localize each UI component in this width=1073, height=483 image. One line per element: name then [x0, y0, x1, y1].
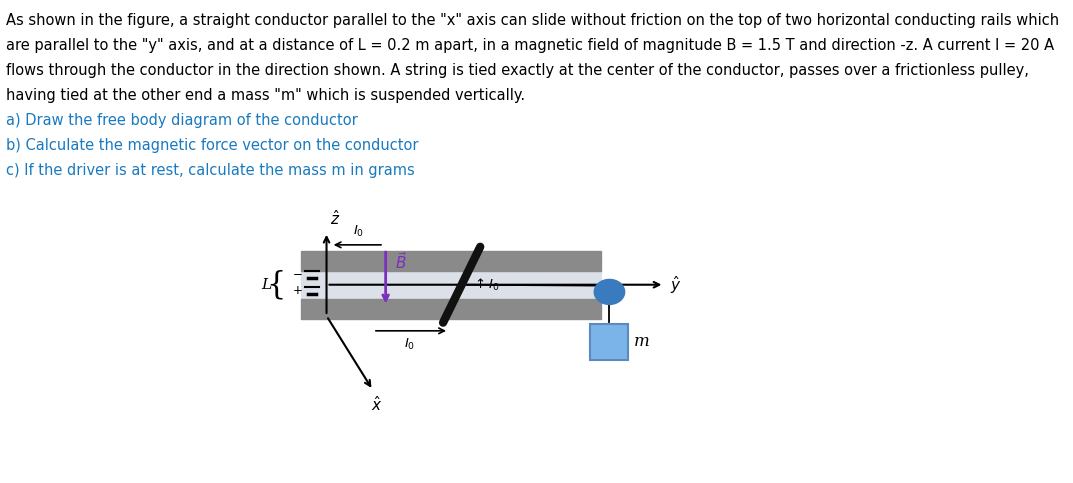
Text: a) Draw the free body diagram of the conductor: a) Draw the free body diagram of the con…: [5, 114, 357, 128]
Text: $I_0$: $I_0$: [403, 337, 415, 352]
Text: $\vec{B}$: $\vec{B}$: [395, 251, 408, 272]
Bar: [302, 298, 601, 319]
Text: −: −: [293, 268, 303, 281]
Text: $\hat{x}$: $\hat{x}$: [371, 395, 383, 414]
Text: L: L: [262, 278, 271, 292]
Ellipse shape: [594, 280, 624, 304]
Text: $\uparrow I_0$: $\uparrow I_0$: [472, 277, 499, 293]
Bar: [302, 251, 601, 271]
Text: m: m: [633, 333, 649, 350]
Text: $\hat{y}$: $\hat{y}$: [671, 274, 681, 296]
Bar: [590, 324, 629, 360]
Text: b) Calculate the magnetic force vector on the conductor: b) Calculate the magnetic force vector o…: [5, 138, 418, 153]
Text: As shown in the figure, a straight conductor parallel to the "x" axis can slide : As shown in the figure, a straight condu…: [5, 14, 1059, 28]
Text: $\hat{z}$: $\hat{z}$: [329, 209, 340, 228]
Text: are parallel to the "y" axis, and at a distance of L = 0.2 m apart, in a magneti: are parallel to the "y" axis, and at a d…: [5, 38, 1054, 53]
Text: +: +: [293, 284, 303, 298]
Bar: [302, 271, 601, 298]
Text: {: {: [266, 269, 286, 300]
Text: flows through the conductor in the direction shown. A string is tied exactly at : flows through the conductor in the direc…: [5, 63, 1029, 78]
Text: c) If the driver is at rest, calculate the mass m in grams: c) If the driver is at rest, calculate t…: [5, 163, 414, 178]
Text: having tied at the other end a mass "m" which is suspended vertically.: having tied at the other end a mass "m" …: [5, 88, 525, 103]
Text: $I_0$: $I_0$: [353, 224, 364, 239]
